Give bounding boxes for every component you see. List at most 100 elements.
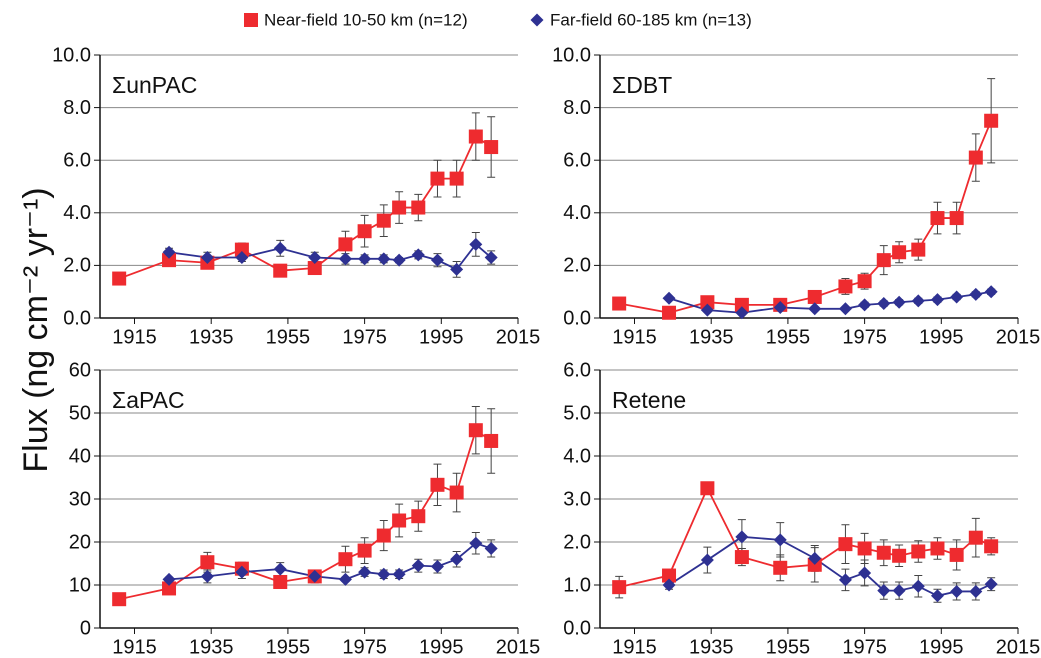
data-point	[449, 171, 464, 186]
data-point	[808, 302, 822, 316]
y-tick-label: 0.0	[563, 617, 591, 639]
data-point	[773, 533, 787, 547]
y-tick-label: 3.0	[563, 488, 591, 510]
x-tick-label: 1915	[612, 326, 657, 348]
legend-label: Near-field 10-50 km (n=12)	[264, 10, 468, 29]
data-point	[469, 536, 483, 550]
y-tick-label: 4.0	[63, 202, 91, 224]
x-tick-label: 1955	[766, 326, 811, 348]
data-point	[377, 252, 391, 266]
data-point	[358, 252, 372, 266]
data-point	[377, 567, 391, 581]
data-point	[450, 262, 464, 276]
y-tick-label: 2.0	[563, 255, 591, 277]
data-point	[877, 297, 891, 311]
data-point	[735, 306, 749, 320]
data-point	[308, 251, 322, 265]
data-point	[892, 245, 907, 260]
data-point	[911, 242, 926, 257]
data-point	[876, 545, 891, 560]
data-point	[700, 481, 715, 496]
x-tick-label: 1995	[919, 326, 964, 348]
data-point	[700, 553, 714, 567]
data-point	[235, 565, 249, 579]
data-point	[950, 290, 964, 304]
data-point	[984, 285, 998, 299]
panel-title: ΣunPAC	[112, 72, 197, 98]
y-tick-label: 6.0	[63, 149, 91, 171]
data-point	[376, 528, 391, 543]
data-point	[376, 213, 391, 228]
data-point	[162, 245, 176, 259]
data-point	[808, 551, 822, 565]
data-point	[662, 305, 677, 320]
data-point	[892, 295, 906, 309]
data-point	[612, 580, 627, 595]
data-point	[968, 530, 983, 545]
data-point	[273, 263, 288, 278]
data-point	[484, 541, 498, 555]
legend-label: Far-field 60-185 km (n=13)	[550, 10, 752, 29]
y-tick-label: 10.0	[52, 44, 91, 66]
y-tick-label: 10.0	[552, 44, 591, 66]
data-point	[838, 537, 853, 552]
x-tick-label: 1955	[766, 636, 811, 658]
data-point	[273, 241, 287, 255]
x-tick-label: 1975	[842, 326, 887, 348]
panel-title: ΣaPAC	[112, 387, 185, 413]
data-point	[200, 555, 215, 570]
x-tick-label: 2015	[996, 326, 1041, 348]
data-point	[338, 572, 352, 586]
data-point	[484, 140, 499, 155]
data-point	[968, 150, 983, 165]
data-point	[484, 433, 499, 448]
data-point	[735, 530, 749, 544]
x-tick-label: 1955	[266, 326, 311, 348]
data-point	[411, 200, 426, 215]
data-point	[662, 578, 676, 592]
y-tick-label: 2.0	[563, 531, 591, 553]
data-point	[857, 541, 872, 556]
data-point	[930, 293, 944, 307]
data-point	[308, 569, 322, 583]
y-tick-label: 10	[69, 574, 91, 596]
data-point	[200, 569, 214, 583]
x-tick-label: 1915	[112, 326, 157, 348]
data-point	[949, 211, 964, 226]
data-point	[430, 171, 445, 186]
y-tick-label: 6.0	[563, 359, 591, 381]
data-point	[234, 242, 249, 257]
panel-title: ΣDBT	[612, 72, 672, 98]
data-point	[950, 584, 964, 598]
y-tick-label: 2.0	[63, 255, 91, 277]
x-tick-label: 1935	[689, 636, 734, 658]
data-point	[200, 251, 214, 265]
y-tick-label: 5.0	[563, 402, 591, 424]
data-point	[930, 541, 945, 556]
data-point	[892, 584, 906, 598]
data-point	[430, 560, 444, 574]
data-point	[734, 550, 749, 565]
data-point	[392, 513, 407, 528]
data-point	[612, 296, 627, 311]
data-point	[484, 251, 498, 265]
data-point	[911, 544, 926, 559]
data-point	[411, 248, 425, 262]
x-tick-label: 2015	[496, 636, 541, 658]
x-tick-label: 1975	[342, 326, 387, 348]
data-point	[773, 560, 788, 575]
data-point	[662, 568, 677, 583]
data-point	[984, 113, 999, 128]
legend-marker	[530, 13, 544, 27]
data-point	[807, 289, 822, 304]
panel-title: Retene	[612, 387, 686, 413]
data-point	[857, 274, 872, 289]
data-point	[338, 252, 352, 266]
y-tick-label: 8.0	[63, 97, 91, 119]
data-point	[162, 572, 176, 586]
series-line	[168, 542, 492, 581]
x-tick-label: 1935	[189, 326, 234, 348]
data-point	[969, 287, 983, 301]
data-point	[430, 253, 444, 267]
x-tick-label: 1975	[842, 636, 887, 658]
